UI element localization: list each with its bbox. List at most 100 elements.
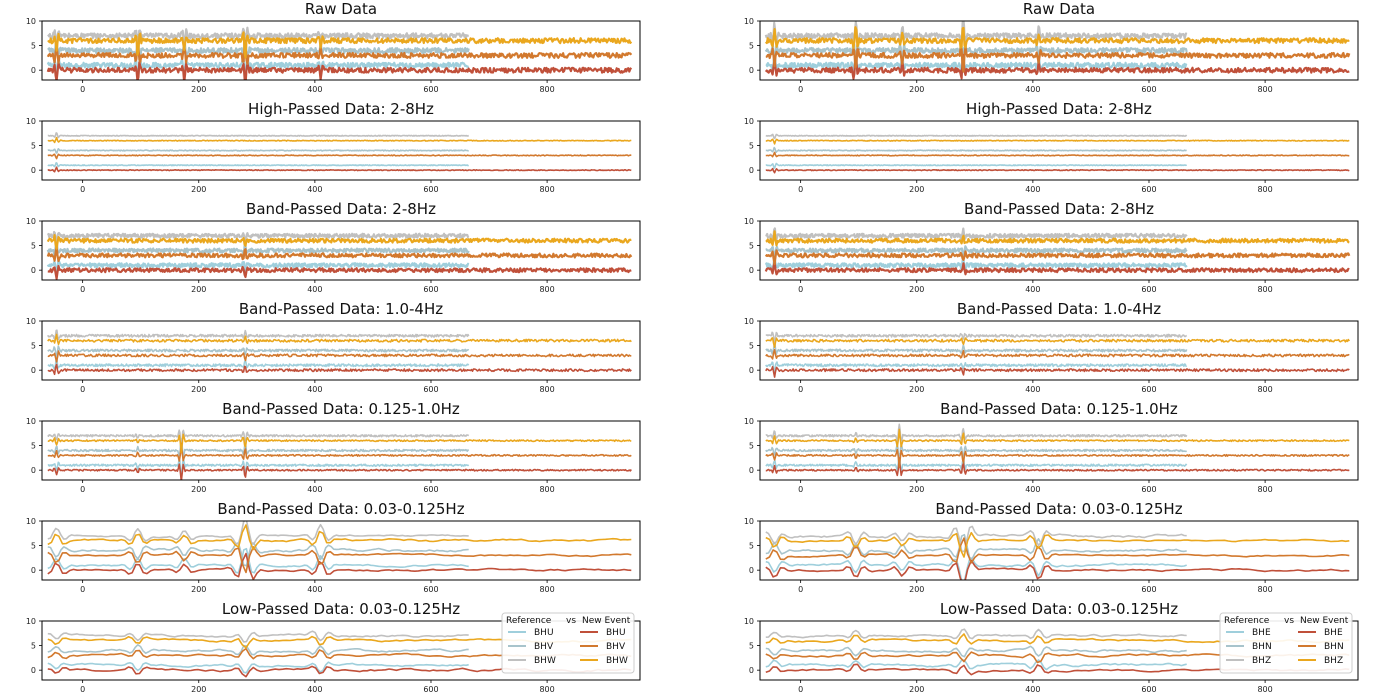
traces <box>47 132 632 173</box>
new-event-trace-2 <box>47 350 632 363</box>
plot-frame <box>759 220 1359 281</box>
y-tick-label: 5 <box>749 642 754 651</box>
y-tick-label: 0 <box>31 466 36 475</box>
x-tick-label: 0 <box>80 385 85 394</box>
traces <box>764 21 1351 80</box>
reference-trace-1 <box>46 259 470 273</box>
traces <box>46 230 633 280</box>
reference-trace-2 <box>47 438 470 457</box>
y-tick-label: 10 <box>26 617 36 626</box>
reference-trace-1 <box>765 47 1188 77</box>
panel-title: Band-Passed Data: 0.125-1.0Hz <box>940 400 1178 418</box>
new-event-trace-2 <box>47 546 632 574</box>
panel-title: Band-Passed Data: 0.125-1.0Hz <box>222 400 460 418</box>
legend-entry-new-event: BHV <box>606 642 626 652</box>
x-tick-label: 200 <box>191 585 206 594</box>
new-event-trace-3 <box>765 337 1350 348</box>
x-tick-label: 0 <box>798 485 803 494</box>
new-event-trace-1 <box>765 366 1350 378</box>
new-event-trace-2 <box>765 151 1350 158</box>
reference-trace-3 <box>46 230 470 245</box>
reference-trace-2 <box>47 33 470 61</box>
y-tick-label: 0 <box>31 366 36 375</box>
panel-left-7: Low-Passed Data: 0.03-0.125Hz 0 5 10 0 200 400… <box>26 600 641 694</box>
new-event-trace-1 <box>47 166 632 173</box>
new-event-trace-1 <box>764 53 1350 80</box>
x-tick-label: 200 <box>909 285 924 294</box>
legend-entry-new-event: BHE <box>1324 628 1343 638</box>
reference-trace-1 <box>765 659 1187 671</box>
new-event-trace-3 <box>46 234 632 250</box>
new-event-trace-3 <box>765 428 1350 448</box>
x-tick-label: 0 <box>798 585 803 594</box>
x-tick-label: 800 <box>1257 85 1272 94</box>
x-tick-label: 400 <box>1025 85 1040 94</box>
y-tick-label: 5 <box>31 242 36 251</box>
y-tick-label: 10 <box>744 517 754 526</box>
traces <box>47 521 632 580</box>
panel-title: Band-Passed Data: 1.0-4Hz <box>957 300 1161 318</box>
plot-frame <box>759 20 1359 81</box>
x-tick-label: 400 <box>1025 285 1040 294</box>
y-tick-label: 0 <box>31 266 36 275</box>
x-tick-label: 200 <box>909 185 924 194</box>
legend-entry-reference: BHV <box>534 642 554 652</box>
y-tick-label: 5 <box>31 442 36 451</box>
reference-trace-3 <box>765 525 1187 553</box>
x-tick-label: 200 <box>909 385 924 394</box>
plot-frame <box>759 320 1359 381</box>
x-tick-label: 800 <box>539 585 554 594</box>
y-tick-label: 5 <box>749 42 754 51</box>
x-tick-label: 0 <box>80 185 85 194</box>
new-event-trace-3 <box>765 230 1350 247</box>
x-tick-label: 600 <box>1141 385 1156 394</box>
y-tick-label: 10 <box>26 317 36 326</box>
x-tick-label: 0 <box>80 285 85 294</box>
reference-trace-3 <box>47 329 470 341</box>
x-tick-label: 0 <box>798 285 803 294</box>
x-tick-label: 200 <box>909 485 924 494</box>
plot-frame <box>41 620 641 681</box>
legend-entry-reference: BHZ <box>1252 656 1271 666</box>
x-tick-label: 600 <box>1141 85 1156 94</box>
new-event-trace-2 <box>764 249 1351 266</box>
new-event-trace-3 <box>47 136 632 144</box>
x-tick-label: 200 <box>191 185 206 194</box>
x-tick-label: 200 <box>909 685 924 694</box>
reference-trace-1 <box>765 361 1188 373</box>
new-event-trace-2 <box>765 348 1350 360</box>
x-tick-label: 0 <box>80 485 85 494</box>
new-event-trace-3 <box>47 524 632 551</box>
reference-trace-2 <box>765 245 1188 259</box>
reference-trace-2 <box>46 241 470 257</box>
legend-header-left: Reference <box>506 616 552 626</box>
plot-frame <box>41 20 641 81</box>
panel-title: Band-Passed Data: 0.03-0.125Hz <box>217 500 464 518</box>
traces <box>765 423 1350 477</box>
x-tick-label: 800 <box>539 185 554 194</box>
panel-title: Low-Passed Data: 0.03-0.125Hz <box>222 600 460 618</box>
panel-right-7: Low-Passed Data: 0.03-0.125Hz 0 5 10 0 200 400… <box>744 600 1359 694</box>
y-tick-label: 0 <box>749 66 754 75</box>
plot-frame <box>759 420 1359 481</box>
plot-frame <box>759 520 1359 581</box>
reference-trace-3 <box>765 227 1188 242</box>
x-tick-label: 400 <box>307 585 322 594</box>
x-tick-label: 0 <box>798 685 803 694</box>
x-tick-label: 400 <box>307 85 322 94</box>
panel-left-6: Band-Passed Data: 0.03-0.125Hz 0 5 10 0 200 40… <box>26 500 641 594</box>
x-tick-label: 600 <box>423 85 438 94</box>
x-tick-label: 400 <box>1025 485 1040 494</box>
y-tick-label: 0 <box>749 666 754 675</box>
y-tick-label: 10 <box>744 217 754 226</box>
x-tick-label: 400 <box>1025 685 1040 694</box>
x-tick-label: 800 <box>1257 685 1272 694</box>
new-event-trace-3 <box>765 531 1350 558</box>
x-tick-label: 200 <box>909 85 924 94</box>
x-tick-label: 800 <box>1257 185 1272 194</box>
traces <box>47 329 632 376</box>
x-tick-label: 200 <box>191 685 206 694</box>
x-tick-label: 200 <box>191 385 206 394</box>
legend-entry-reference: BHE <box>1252 628 1271 638</box>
